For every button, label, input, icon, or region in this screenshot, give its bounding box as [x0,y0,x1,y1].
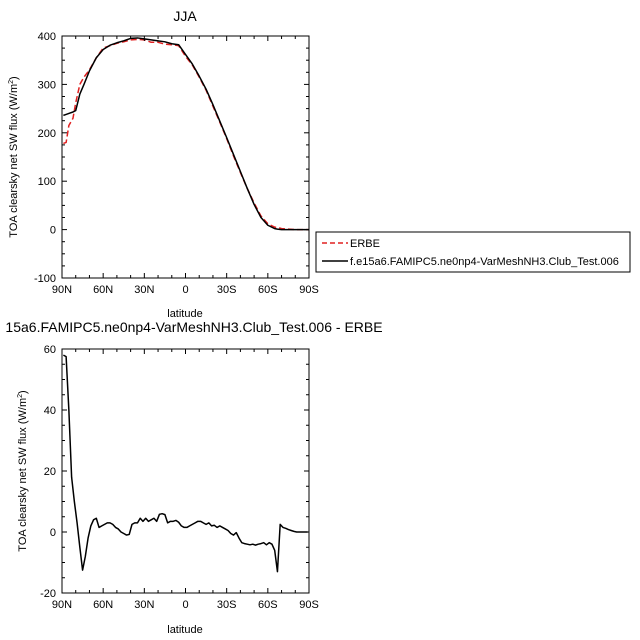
bottom-y-tick-label: -20 [40,588,56,600]
bottom-x-tick-label: 90N [52,599,72,611]
bottom-x-tick-label: 30S [217,599,237,611]
legend: ERBE f.e15a6.FAMIPC5.ne0np4-VarMeshNH3.C… [315,231,631,273]
top-x-tick-label: 30S [217,284,237,296]
top-x-tick-label: 30N [134,284,154,296]
bottom-x-axis: 90N 60N 30N 0 30S 60S 90S [52,349,319,611]
top-series-line-f-e15a6-famipc5-ne0np4-varmeshnh3-club-test-006 [63,37,309,231]
top-y-tick-label: 300 [38,79,56,91]
top-x-tick-label: 0 [182,284,188,296]
bottom-y-axis: -20 0 20 40 60 [40,344,309,600]
bottom-y-tick-label: 60 [44,344,56,356]
top-y-axis: -100 0 100 200 300 400 [34,31,309,285]
top-x-tick-label: 60N [93,284,113,296]
bottom-x-axis-label: latitude [167,624,202,636]
bottom-x-tick-label: 0 [182,599,188,611]
top-y-tick-label: 0 [50,225,56,237]
bottom-y-tick-label: 0 [50,527,56,539]
top-y-tick-label: 400 [38,31,56,43]
bottom-x-tick-label: 60N [93,599,113,611]
top-plot-frame [61,35,310,279]
top-y-axis-label: TOA clearsky net SW flux (W/m2) [8,76,20,237]
top-y-tick-label: 100 [38,176,56,188]
top-y-tick-label: -100 [34,273,56,285]
bottom-x-tick-label: 90S [299,599,319,611]
bottom-chart-title: 15a6.FAMIPC5.ne0np4-VarMeshNH3.Club_Test… [5,319,382,335]
bottom-y-axis-label: TOA clearsky net SW flux (W/m2) [17,390,29,551]
bottom-plot-frame [61,348,310,594]
bottom-x-tick-label: 30N [134,599,154,611]
top-y-tick-label: 200 [38,128,56,140]
bottom-panel: 15a6.FAMIPC5.ne0np4-VarMeshNH3.Club_Test… [5,319,382,636]
bottom-series-group [63,354,308,573]
top-x-tick-label: 90N [52,284,72,296]
top-x-axis: 90N 60N 30N 0 30S 60S 90S [52,36,319,296]
top-series-group [63,37,309,231]
bottom-y-tick-label: 40 [44,405,56,417]
bottom-y-tick-label: 20 [44,466,56,478]
top-x-tick-label: 60S [258,284,278,296]
top-chart-title: JJA [173,8,197,24]
legend-erbe-label: ERBE [350,238,380,250]
bottom-series-line-difference [63,354,308,573]
top-panel: JJA 90N 60N 30N 0 30S 60S 90S -100 0 100 200 300 40… [8,8,631,320]
top-series-line-erbe [63,38,309,231]
legend-box [315,231,631,273]
top-x-axis-label: latitude [167,308,202,320]
top-x-tick-label: 90S [299,284,319,296]
legend-model-label: f.e15a6.FAMIPC5.ne0np4-VarMeshNH3.Club_T… [350,256,619,268]
bottom-x-tick-label: 60S [258,599,278,611]
